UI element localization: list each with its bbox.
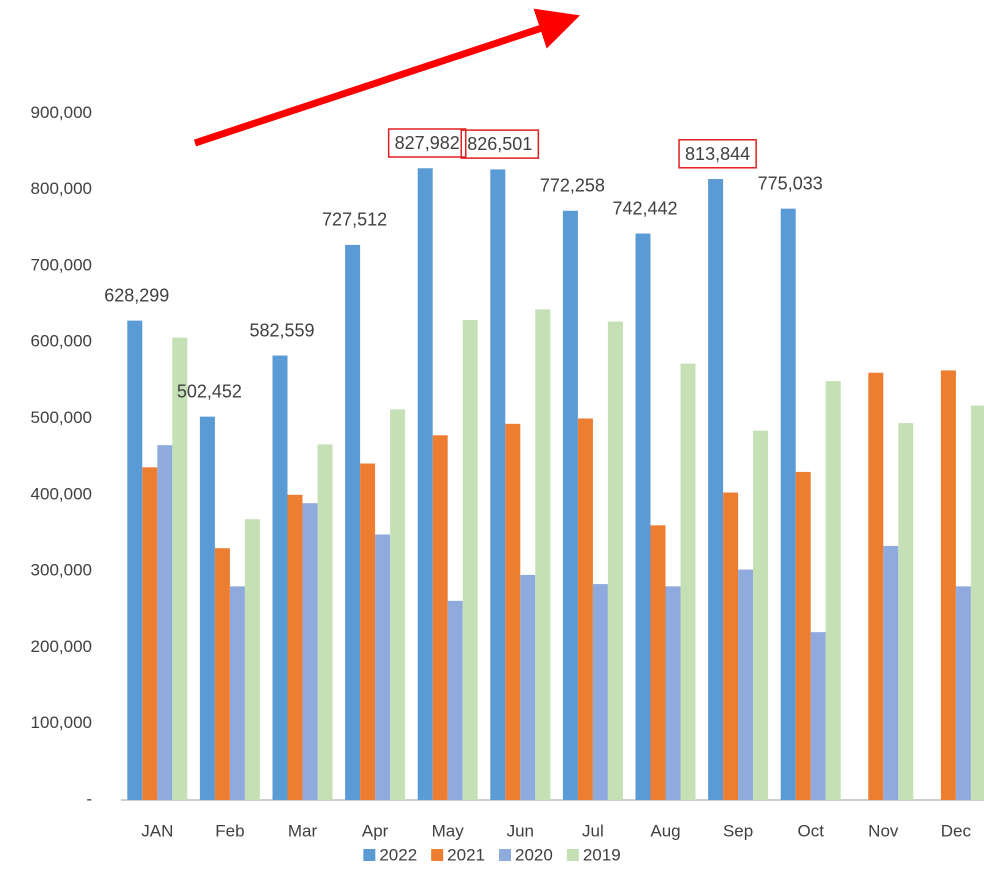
legend-swatch <box>499 849 511 861</box>
bar <box>635 233 651 801</box>
bar <box>142 467 158 800</box>
x-tick-label: Nov <box>868 821 899 840</box>
x-tick-label: Mar <box>288 821 318 840</box>
x-tick-label: Sep <box>723 821 753 840</box>
bar <box>535 309 551 800</box>
y-tick-label: 200,000 <box>31 637 92 656</box>
bar <box>157 445 173 800</box>
bar <box>302 503 318 800</box>
y-tick-label: 800,000 <box>31 179 92 198</box>
data-label: 582,559 <box>249 320 314 340</box>
y-tick-label: 700,000 <box>31 255 92 274</box>
bar <box>607 321 623 800</box>
data-label: 502,452 <box>177 381 242 401</box>
bar <box>447 600 463 800</box>
bar <box>577 418 593 800</box>
y-tick-label: 100,000 <box>31 713 92 732</box>
bar <box>244 519 260 800</box>
x-tick-label: Jul <box>582 821 604 840</box>
data-label: 813,844 <box>685 144 750 164</box>
legend-label: 2019 <box>583 845 621 864</box>
label-highlight-box <box>678 139 757 169</box>
data-label: 775,033 <box>758 173 823 193</box>
data-label: 772,258 <box>540 176 605 196</box>
bar <box>825 381 841 800</box>
legend-swatch <box>363 849 376 861</box>
bar <box>505 423 521 800</box>
bar <box>738 569 754 800</box>
bar <box>229 586 245 800</box>
bar <box>172 337 188 800</box>
bar <box>780 208 796 800</box>
legend-label: 2022 <box>379 845 417 864</box>
bar <box>490 169 506 800</box>
bar <box>970 405 984 800</box>
data-label: 827,982 <box>395 133 460 153</box>
y-tick-label: 500,000 <box>31 408 92 427</box>
bar <box>940 370 956 800</box>
label-highlight-box <box>460 129 540 159</box>
bar <box>214 548 230 800</box>
bar <box>317 444 333 800</box>
data-label: 826,501 <box>467 134 532 154</box>
legend-swatch <box>431 849 444 861</box>
bar <box>650 525 666 800</box>
bar <box>127 320 143 800</box>
data-label: 727,512 <box>322 210 387 230</box>
y-tick-label: 400,000 <box>31 484 92 503</box>
bar <box>562 210 578 800</box>
legend-label: 2021 <box>447 845 485 864</box>
y-tick-label: 900,000 <box>31 103 92 122</box>
x-tick-label: Dec <box>941 821 972 840</box>
bar <box>287 494 303 800</box>
bar <box>272 355 288 800</box>
x-tick-label: Oct <box>797 821 824 840</box>
bar <box>868 372 884 800</box>
bar <box>432 435 448 800</box>
y-tick-label: - <box>86 789 92 808</box>
bar <box>520 574 536 800</box>
x-tick-label: May <box>432 821 465 840</box>
data-label: 742,442 <box>612 198 677 218</box>
bar <box>723 492 739 800</box>
bar <box>810 632 826 800</box>
x-tick-label: Apr <box>362 821 389 840</box>
y-tick-label: 300,000 <box>31 561 92 580</box>
bar <box>375 534 391 800</box>
x-tick-label: Jun <box>507 821 534 840</box>
bar <box>883 545 899 800</box>
bar <box>462 320 478 800</box>
legend-label: 2020 <box>515 845 553 864</box>
trend-arrow <box>193 8 580 147</box>
bar <box>345 244 361 801</box>
bar <box>199 416 215 800</box>
data-label: 628,299 <box>104 285 169 305</box>
bar <box>898 423 914 800</box>
bar <box>592 584 608 800</box>
bar <box>360 463 376 800</box>
bar <box>417 168 433 800</box>
bar <box>753 430 769 800</box>
bar <box>680 363 696 800</box>
label-highlight-box <box>387 128 467 158</box>
y-tick-label: 600,000 <box>31 332 92 351</box>
x-tick-label: Feb <box>215 821 244 840</box>
bar <box>390 409 406 800</box>
legend-swatch <box>566 849 579 861</box>
bar <box>795 471 811 800</box>
bar <box>708 179 724 800</box>
x-tick-label: JAN <box>141 821 173 840</box>
x-tick-label: Aug <box>650 821 680 840</box>
bar <box>665 586 681 800</box>
bar <box>955 586 971 800</box>
